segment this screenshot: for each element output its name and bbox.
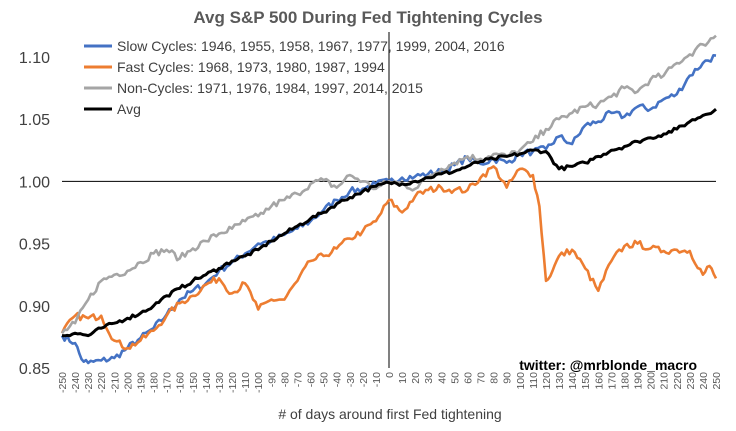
legend: Slow Cycles: 1946, 1955, 1958, 1967, 197… bbox=[84, 38, 505, 117]
x-tick-label: -90 bbox=[266, 372, 278, 387]
x-tick-label: -110 bbox=[240, 372, 252, 392]
x-tick-label: -10 bbox=[371, 372, 383, 387]
x-tick-label: -190 bbox=[135, 372, 147, 393]
x-tick-label: -220 bbox=[96, 372, 108, 393]
y-tick-label: 0.95 bbox=[19, 237, 50, 254]
series-group bbox=[60, 34, 718, 365]
x-tick-label: 70 bbox=[476, 372, 488, 384]
x-tick-label: -180 bbox=[149, 372, 161, 393]
x-tick-label: -20 bbox=[358, 372, 370, 387]
legend-label: Fast Cycles: 1968, 1973, 1980, 1987, 199… bbox=[117, 59, 385, 75]
legend-label: Slow Cycles: 1946, 1955, 1958, 1967, 197… bbox=[117, 38, 505, 54]
series-line-1 bbox=[60, 165, 718, 351]
x-tick-label: -50 bbox=[319, 372, 331, 387]
x-tick-label: 250 bbox=[711, 372, 723, 390]
x-tick-label: -30 bbox=[345, 372, 357, 387]
x-tick-label: 200 bbox=[646, 372, 658, 390]
x-tick-label: 60 bbox=[462, 372, 474, 384]
x-tick-label: -240 bbox=[70, 372, 82, 393]
x-axis-label: # of days around first Fed tightening bbox=[278, 406, 501, 422]
y-tick-label: 0.85 bbox=[19, 361, 50, 378]
x-tick-label: -160 bbox=[175, 372, 187, 393]
y-tick-label: 1.05 bbox=[19, 112, 50, 129]
x-tick-label: -200 bbox=[122, 372, 134, 393]
x-tick-label: -70 bbox=[292, 372, 304, 387]
x-tick-label: 240 bbox=[698, 372, 710, 390]
chart-title: Avg S&P 500 During Fed Tightening Cycles bbox=[193, 8, 542, 27]
x-tick-label: 120 bbox=[541, 372, 553, 390]
x-tick-label: 220 bbox=[672, 372, 684, 390]
x-ticks: -250 -240 -230 -220 -210 -200 -190 -180 -170 -160… bbox=[57, 372, 723, 393]
x-tick-label: 160 bbox=[593, 372, 605, 390]
x-tick-label: 140 bbox=[567, 372, 579, 390]
x-tick-label: -210 bbox=[109, 372, 121, 393]
x-tick-label: 150 bbox=[580, 372, 592, 390]
x-tick-label: -60 bbox=[306, 372, 318, 387]
x-tick-label: -100 bbox=[253, 372, 265, 393]
series-line-3 bbox=[61, 108, 717, 338]
plot-area bbox=[60, 32, 718, 368]
x-tick-label: 50 bbox=[449, 372, 461, 384]
legend-label: Non-Cycles: 1971, 1976, 1984, 1997, 2014… bbox=[117, 80, 423, 96]
y-tick-label: 1.10 bbox=[19, 50, 50, 67]
x-tick-label: 210 bbox=[659, 372, 671, 390]
x-tick-label: 180 bbox=[619, 372, 631, 390]
x-tick-label: 170 bbox=[606, 372, 618, 390]
x-tick-label: -80 bbox=[279, 372, 291, 387]
legend-label: Avg bbox=[117, 101, 141, 117]
x-tick-label: -130 bbox=[214, 372, 226, 393]
x-tick-label: 80 bbox=[489, 372, 501, 384]
y-ticks: 0.85 0.90 0.95 1.00 1.05 1.10 bbox=[19, 50, 50, 378]
x-tick-label: -40 bbox=[332, 372, 344, 387]
x-tick-label: 0 bbox=[384, 372, 396, 378]
x-tick-label: -120 bbox=[227, 372, 239, 393]
x-tick-label: -250 bbox=[57, 372, 69, 393]
x-tick-label: 230 bbox=[685, 372, 697, 390]
y-tick-label: 1.00 bbox=[19, 174, 50, 191]
x-tick-label: -170 bbox=[162, 372, 174, 393]
credit-text: twitter: @mrblonde_macro bbox=[519, 357, 697, 373]
x-tick-label: 30 bbox=[423, 372, 435, 384]
x-tick-label: 100 bbox=[515, 372, 527, 390]
x-tick-label: -150 bbox=[188, 372, 200, 393]
y-tick-label: 0.90 bbox=[19, 299, 50, 316]
x-tick-label: 130 bbox=[554, 372, 566, 390]
x-tick-label: 40 bbox=[436, 372, 448, 384]
x-tick-label: 190 bbox=[633, 372, 645, 390]
x-tick-label: -140 bbox=[201, 372, 213, 393]
x-tick-label: 110 bbox=[528, 372, 540, 389]
x-tick-label: 20 bbox=[410, 372, 422, 384]
x-tick-label: -230 bbox=[83, 372, 95, 393]
x-tick-label: 90 bbox=[502, 372, 514, 384]
x-tick-label: 10 bbox=[397, 372, 409, 384]
